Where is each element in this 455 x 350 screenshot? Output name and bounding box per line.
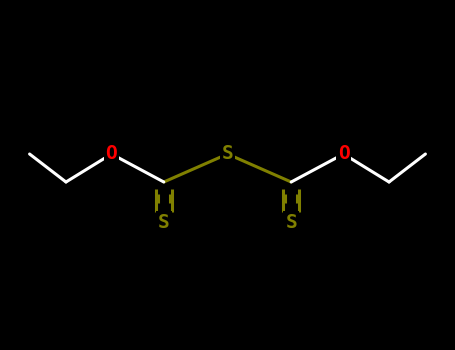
Text: S: S <box>158 213 170 232</box>
Text: S: S <box>222 145 233 163</box>
Text: O: O <box>338 145 349 163</box>
Text: S: S <box>285 213 297 232</box>
Text: O: O <box>106 145 117 163</box>
